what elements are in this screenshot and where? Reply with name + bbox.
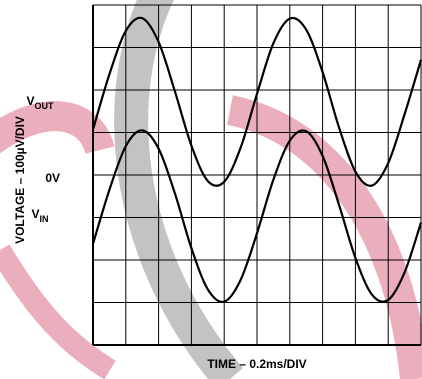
curves xyxy=(91,16,422,304)
zero-label: 0V xyxy=(45,171,60,185)
x-axis-label: TIME – 0.2ms/DIV xyxy=(207,357,306,371)
series-label: VIN xyxy=(31,207,48,224)
y-axis-label: VOLTAGE – 100µV/DIV xyxy=(13,116,27,244)
waveform xyxy=(91,16,422,187)
series-label-sub: IN xyxy=(40,214,49,224)
waveform xyxy=(91,129,422,304)
series-label: VOUT xyxy=(26,94,54,111)
series-label-sub: OUT xyxy=(35,101,55,111)
series-label-main: V xyxy=(31,207,39,221)
series-label-main: V xyxy=(26,94,34,108)
